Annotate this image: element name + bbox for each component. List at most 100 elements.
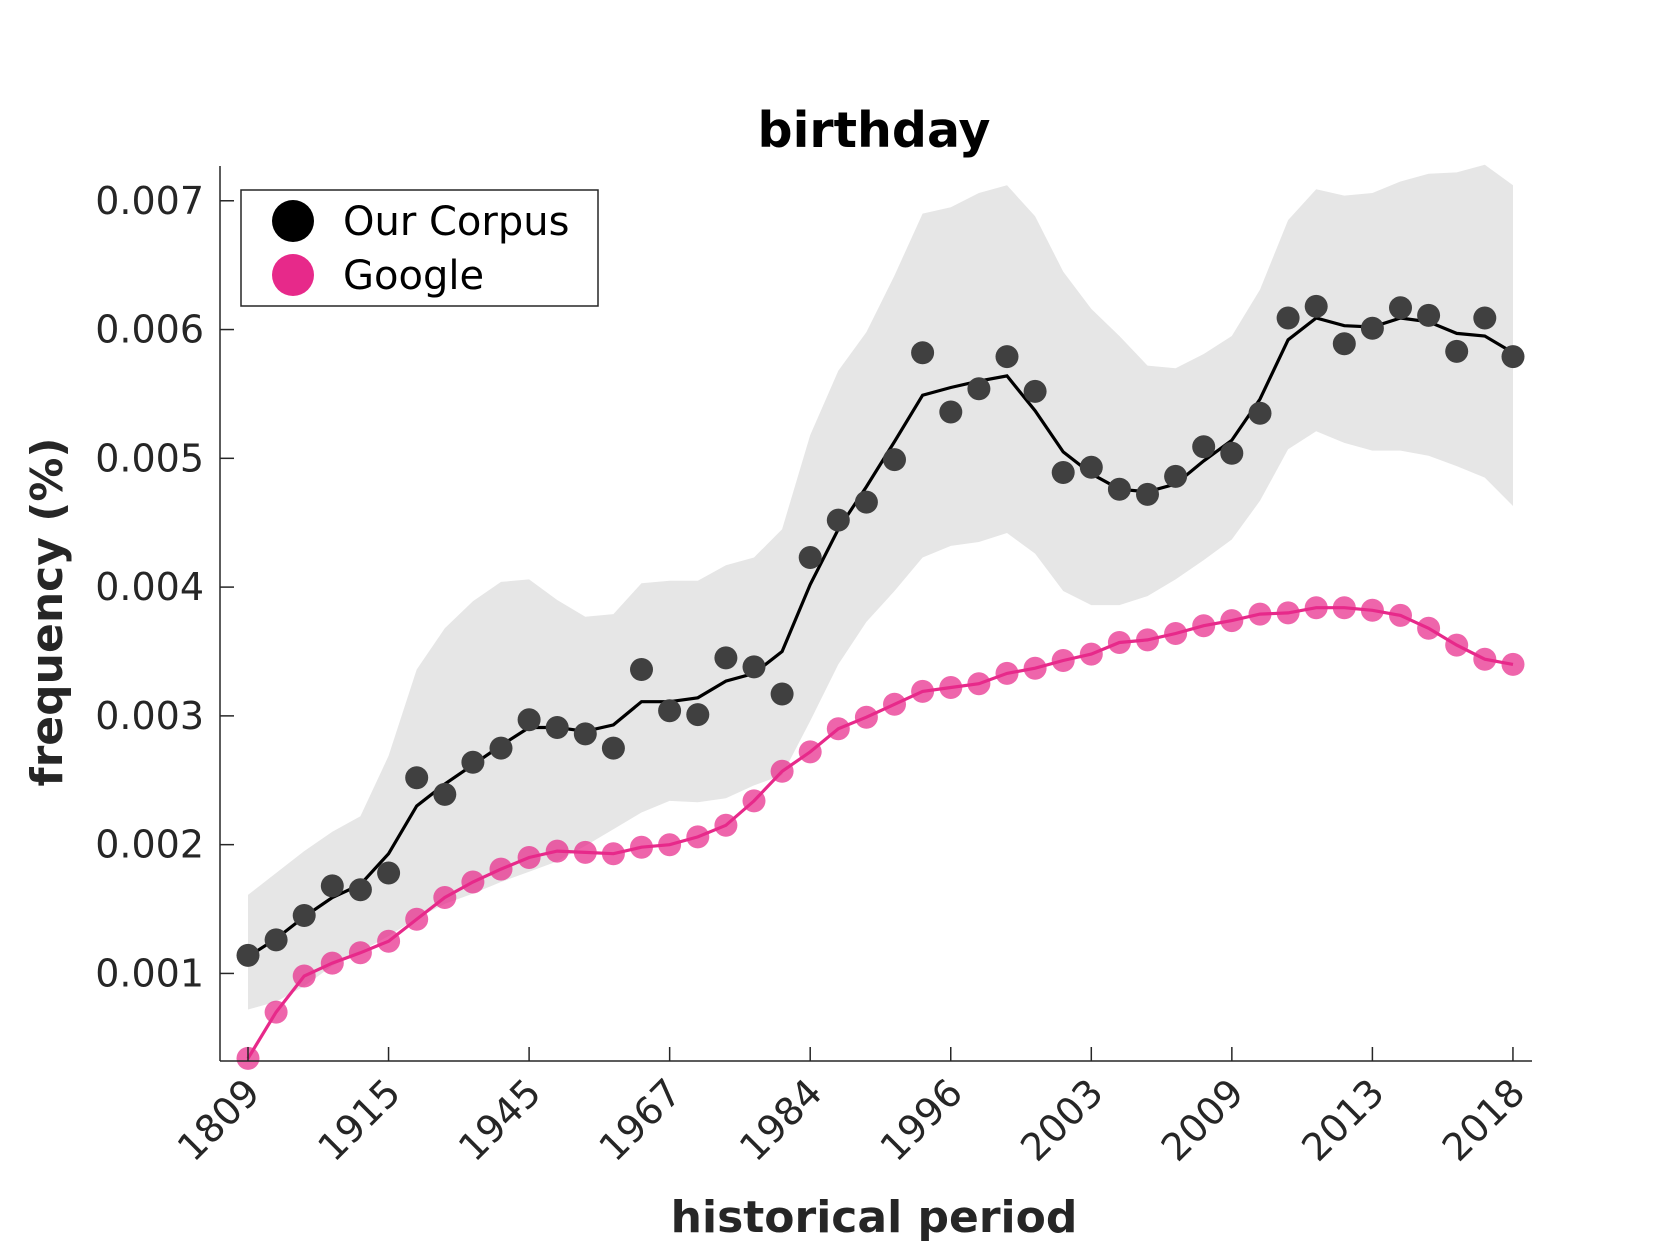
legend: Our Corpus Google: [240, 189, 599, 307]
google-point: [545, 839, 569, 863]
our-corpus-point: [405, 766, 429, 790]
google-point: [658, 833, 682, 857]
legend-label-google: Google: [343, 253, 484, 299]
axes: [219, 166, 1532, 1062]
google-point: [1164, 622, 1188, 645]
google-point: [826, 717, 850, 741]
our-corpus-point: [1248, 401, 1272, 425]
y-tick-label: 0.003: [95, 694, 204, 738]
google-point: [1136, 628, 1159, 652]
google-point: [911, 679, 935, 703]
x-axis-label: historical period: [671, 1192, 1078, 1243]
our-corpus-point: [939, 400, 963, 424]
google-point: [798, 740, 822, 764]
google-point: [573, 840, 597, 864]
google-point: [1051, 649, 1075, 672]
google-point: [405, 907, 429, 931]
our-corpus-point: [601, 736, 625, 760]
google-point: [489, 857, 513, 881]
chart-title: birthday: [758, 102, 991, 159]
google-point: [1360, 598, 1384, 622]
google-point: [1107, 631, 1131, 654]
data-points-layer: [236, 294, 1525, 1070]
google-point: [939, 676, 963, 699]
google-point: [854, 705, 878, 729]
google-point: [377, 929, 401, 953]
our-corpus-smoothed-line: [247, 316, 1514, 959]
y-tick-label: 0.002: [95, 823, 204, 867]
y-axis-label: frequency (%): [22, 437, 73, 786]
our-corpus-point: [995, 345, 1019, 369]
our-corpus-point: [742, 655, 766, 679]
our-corpus-point: [1051, 461, 1075, 484]
x-tick-label: 2009: [1153, 1070, 1253, 1170]
our-corpus-point: [1445, 339, 1469, 363]
google-point: [1445, 633, 1469, 657]
google-point: [320, 951, 344, 975]
google-point: [967, 672, 991, 696]
google-point: [1332, 596, 1356, 620]
google-point: [1501, 652, 1525, 676]
google-point: [1304, 596, 1328, 620]
our-corpus-point: [967, 377, 991, 401]
our-corpus-point: [911, 341, 935, 365]
legend-marker-google: [272, 254, 314, 296]
our-corpus-point: [348, 878, 372, 902]
our-corpus-point: [433, 782, 457, 806]
our-corpus-point: [461, 750, 485, 774]
our-corpus-point: [883, 448, 906, 472]
google-point: [1276, 601, 1300, 625]
google-point: [714, 813, 738, 837]
x-tick-label: 1915: [309, 1070, 409, 1170]
y-tick-label: 0.004: [95, 565, 204, 609]
google-point: [517, 846, 541, 869]
google-point: [995, 661, 1019, 685]
x-tick-label: 1996: [872, 1070, 972, 1170]
our-corpus-point: [1332, 332, 1356, 356]
google-point: [1389, 603, 1412, 627]
our-corpus-point: [798, 546, 822, 569]
our-corpus-point: [1360, 316, 1384, 340]
our-corpus-point: [320, 874, 344, 898]
our-corpus-point: [1164, 464, 1188, 488]
smoothed-lines-layer: [246, 316, 1514, 1060]
google-point: [630, 835, 653, 859]
our-corpus-point: [1107, 477, 1131, 501]
x-tick-label: 2013: [1293, 1070, 1393, 1170]
confidence-band-layer: [248, 164, 1513, 1010]
google-point: [292, 964, 316, 988]
legend-label-our-corpus: Our Corpus: [343, 199, 569, 245]
google-point: [1473, 647, 1497, 671]
legend-marker-our-corpus: [272, 200, 314, 242]
google-point: [742, 789, 766, 813]
our-corpus-point: [1417, 303, 1441, 327]
our-corpus-point: [264, 928, 288, 952]
our-corpus-point: [1304, 294, 1328, 318]
x-tick-label: 1945: [450, 1070, 550, 1170]
x-tick-label: 1967: [591, 1070, 691, 1170]
our-corpus-confidence-band: [248, 164, 1513, 1010]
google-point: [1023, 656, 1047, 680]
google-point: [601, 842, 625, 866]
our-corpus-point: [545, 716, 569, 739]
google-point: [264, 1000, 288, 1024]
google-point: [348, 941, 372, 965]
google-point: [1417, 616, 1441, 640]
google-point: [686, 825, 710, 849]
our-corpus-point: [1501, 345, 1525, 369]
our-corpus-point: [826, 508, 850, 532]
our-corpus-point: [236, 943, 260, 967]
our-corpus-point: [292, 904, 316, 927]
x-tick-label: 2003: [1012, 1070, 1112, 1170]
google-point: [1248, 602, 1272, 626]
google-point: [1192, 614, 1216, 638]
x-tick-label: 1809: [169, 1070, 269, 1170]
our-corpus-point: [517, 708, 541, 732]
y-tick-label: 0.001: [95, 951, 204, 995]
google-line: [246, 606, 1514, 1060]
y-tick-label: 0.006: [95, 308, 204, 352]
our-corpus-point: [630, 658, 653, 681]
our-corpus-point: [1023, 379, 1047, 403]
google-point: [1220, 609, 1244, 633]
